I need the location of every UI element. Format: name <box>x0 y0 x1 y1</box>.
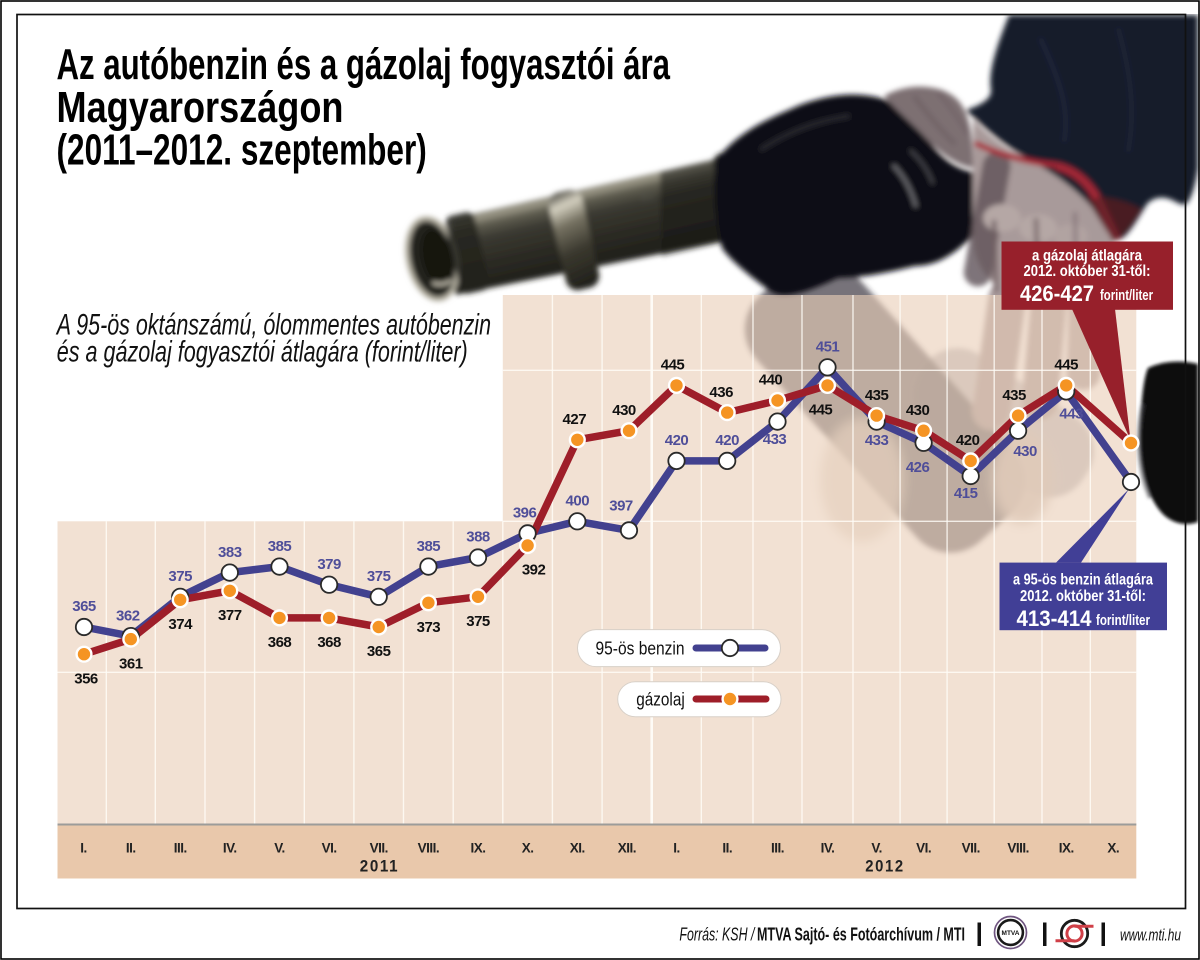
svg-text:MTVA: MTVA <box>1002 930 1020 937</box>
svg-text:420: 420 <box>956 432 980 449</box>
svg-text:Az autóbenzin és a gázolaj fog: Az autóbenzin és a gázolaj fogyasztói ár… <box>57 40 671 89</box>
svg-text:436: 436 <box>709 384 733 401</box>
svg-text:VI.: VI. <box>322 841 337 856</box>
svg-text:2011: 2011 <box>360 858 400 876</box>
svg-text:426-427: 426-427 <box>1020 281 1094 306</box>
svg-text:451: 451 <box>816 339 840 356</box>
svg-text:368: 368 <box>268 634 292 651</box>
svg-text:IX.: IX. <box>1059 841 1074 856</box>
svg-text:92: 92 <box>638 187 655 205</box>
svg-text:V.: V. <box>274 841 285 856</box>
svg-text:IX.: IX. <box>470 841 485 856</box>
svg-text:435: 435 <box>1002 387 1026 404</box>
svg-text:433: 433 <box>763 431 787 448</box>
svg-text:392: 392 <box>522 562 546 579</box>
svg-text:379: 379 <box>317 556 341 573</box>
svg-text:IV.: IV. <box>821 841 835 856</box>
svg-text:375: 375 <box>367 568 391 585</box>
svg-text:I.: I. <box>673 841 680 856</box>
svg-text:A 95-ös oktánszámú, ólommentes: A 95-ös oktánszámú, ólommentes autóbenzi… <box>55 309 491 342</box>
svg-text:gázolaj: gázolaj <box>636 690 685 710</box>
svg-text:XI.: XI. <box>570 841 585 856</box>
svg-text:373: 373 <box>417 619 441 636</box>
svg-text:427: 427 <box>563 411 587 428</box>
svg-text:VI.: VI. <box>916 841 931 856</box>
svg-text:361: 361 <box>119 655 143 672</box>
svg-text:443: 443 <box>1059 406 1083 423</box>
svg-text:2012. október 31-től:: 2012. október 31-től: <box>1020 588 1146 605</box>
svg-text:445: 445 <box>809 402 833 419</box>
svg-text:362: 362 <box>116 607 140 624</box>
svg-text:433: 433 <box>865 432 889 449</box>
svg-text:a gázolaj átlagára: a gázolaj átlagára <box>1032 248 1142 265</box>
svg-text:426: 426 <box>906 459 930 476</box>
svg-text:2012. október 31-től:: 2012. október 31-től: <box>1024 263 1151 280</box>
svg-text:374: 374 <box>168 616 193 633</box>
svg-text:I.: I. <box>80 841 87 856</box>
svg-text:VII.: VII. <box>370 841 388 856</box>
svg-text:III.: III. <box>771 841 784 856</box>
svg-text:385: 385 <box>417 538 441 555</box>
svg-text:IV.: IV. <box>223 841 237 856</box>
svg-text:430: 430 <box>612 402 636 419</box>
svg-text:MTVA Sajtó- és Fotóarchívum /: MTVA Sajtó- és Fotóarchívum / MTI <box>757 925 965 945</box>
svg-text:375: 375 <box>466 613 490 630</box>
svg-text:413-414: 413-414 <box>1017 606 1092 631</box>
svg-text:X.: X. <box>1107 841 1119 856</box>
svg-text:(2011–2012. szeptember): (2011–2012. szeptember) <box>57 126 427 175</box>
svg-text:95-ös benzin: 95-ös benzin <box>596 639 685 659</box>
svg-text:430: 430 <box>906 402 930 419</box>
svg-text:és a gázolaj fogyasztói átlagá: és a gázolaj fogyasztói átlagára (forint… <box>57 335 468 368</box>
svg-text:375: 375 <box>168 568 192 585</box>
svg-text:II.: II. <box>126 841 136 856</box>
svg-text:365: 365 <box>72 598 96 615</box>
svg-text:V.: V. <box>871 841 882 856</box>
svg-text:415: 415 <box>954 485 978 502</box>
svg-text:X.: X. <box>522 841 534 856</box>
svg-text:VIII.: VIII. <box>418 841 440 856</box>
svg-text:XII.: XII. <box>618 841 636 856</box>
svg-text:365: 365 <box>367 643 391 660</box>
svg-text:368: 368 <box>317 634 341 651</box>
svg-text:forint/liter: forint/liter <box>1100 287 1153 304</box>
svg-text:VII.: VII. <box>962 841 980 856</box>
svg-text:383: 383 <box>218 544 242 561</box>
svg-text:VIII.: VIII. <box>1007 841 1029 856</box>
svg-text:356: 356 <box>74 670 98 687</box>
svg-text:377: 377 <box>218 607 242 624</box>
svg-text:II.: II. <box>722 841 732 856</box>
svg-text:440: 440 <box>759 372 783 389</box>
svg-text:445: 445 <box>1054 357 1078 374</box>
svg-text:forint/liter: forint/liter <box>1096 612 1150 629</box>
svg-text:2012: 2012 <box>865 858 905 876</box>
svg-text:388: 388 <box>466 529 490 546</box>
svg-text:400: 400 <box>566 493 590 510</box>
svg-text:396: 396 <box>513 505 537 522</box>
svg-text:430: 430 <box>1013 443 1037 460</box>
svg-text:420: 420 <box>715 432 739 449</box>
svg-text:445: 445 <box>661 357 685 374</box>
svg-text:Forrás: KSH /: Forrás: KSH / <box>679 925 755 945</box>
svg-text:420: 420 <box>665 432 689 449</box>
svg-text:www.mti.hu: www.mti.hu <box>1120 926 1181 945</box>
svg-text:435: 435 <box>865 387 889 404</box>
svg-text:a 95-ös benzin átlagára: a 95-ös benzin átlagára <box>1013 572 1153 589</box>
svg-text:III.: III. <box>174 841 187 856</box>
svg-text:Magyarországon: Magyarországon <box>57 83 344 132</box>
svg-text:397: 397 <box>609 498 633 515</box>
svg-text:385: 385 <box>268 538 292 555</box>
